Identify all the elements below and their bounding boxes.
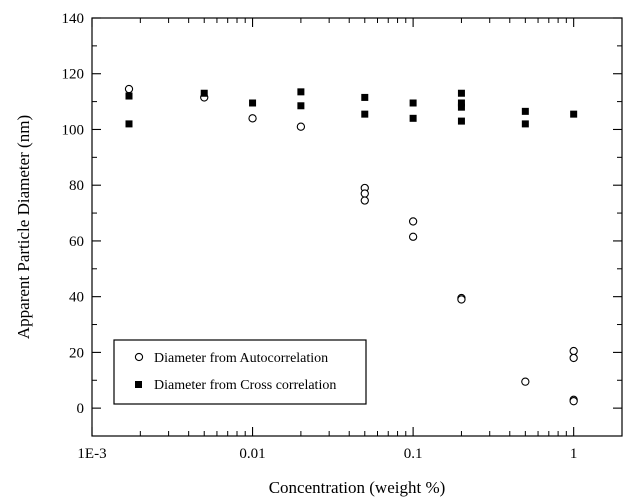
autocorrelation-point [521,377,530,386]
cross-correlation-point [457,117,465,125]
y-tick-label: 20 [69,345,84,361]
y-tick-label: 0 [77,401,85,417]
cross-correlation-point [125,120,133,128]
autocorrelation-point [360,189,369,198]
autocorrelation-point [248,114,257,123]
cross-correlation-point [521,120,529,128]
y-tick-label: 80 [69,178,84,194]
cross-correlation-point [297,102,305,110]
cross-correlation-point [200,89,208,97]
autocorrelation-point [360,196,369,205]
autocorrelation-point [408,217,418,226]
autocorrelation-point [569,397,578,406]
legend-label-cross-correlation: Diameter from Cross correlation [154,378,336,393]
autocorrelation-point [457,295,466,304]
cross-correlation-point [521,107,529,115]
data-points [124,84,578,406]
cross-correlation-point [457,103,465,111]
cross-correlation-point [361,93,369,101]
legend-marker-cross-correlation [135,381,142,388]
cross-correlation-point [570,110,578,118]
y-tick-label: 140 [62,11,85,27]
cross-correlation-point [249,99,257,107]
cross-correlation-point [409,99,417,107]
cross-correlation-point [409,114,417,122]
x-axis: 1E-3 0.01 0.1 1 [77,18,623,462]
autocorrelation-point [569,353,578,363]
legend-label-autocorrelation: Diameter from Autocorrelation [154,351,328,366]
autocorrelation-point [124,84,134,94]
legend-box [113,339,367,405]
cross-correlation-point [297,88,305,96]
y-tick-label: 40 [69,290,84,306]
cross-correlation-point [361,110,369,118]
autocorrelation-point [408,232,418,241]
cross-correlation-point [457,89,465,97]
autocorrelation-point [569,346,578,356]
cross-correlation-point [457,99,465,107]
y-tick-label: 120 [62,67,85,83]
x-tick-label: 0.01 [239,446,265,462]
plot-frame [91,17,623,437]
y-tick-label: 100 [62,122,85,138]
y-axis: 0 20 40 60 80 100 120 140 [62,11,622,437]
x-tick-label: 1 [570,446,578,462]
x-tick-label: 1E-3 [77,446,106,462]
cross-correlation-point [125,92,133,100]
x-axis-title: Concentration (weight %) [269,478,446,497]
y-tick-label: 60 [69,234,84,250]
y-axis-title: Apparent Particle Diameter (nm) [14,115,33,339]
x-tick-label: 0.1 [404,446,423,462]
legend: Diameter from Autocorrelation Diameter f… [113,339,367,405]
legend-marker-autocorrelation [134,352,144,362]
autocorrelation-point [296,122,306,131]
